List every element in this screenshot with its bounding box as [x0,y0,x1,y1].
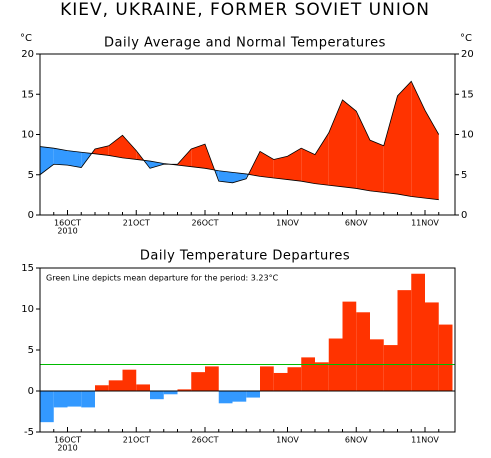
difference-fill [287,148,302,182]
y-tick-label: 5 [28,170,34,181]
y-axis-label: °C [20,33,32,44]
bar [342,301,357,391]
difference-fill [40,146,54,175]
difference-fill [67,150,82,168]
difference-fill [191,144,205,169]
bar [397,290,412,391]
y-tick-label: 0 [28,386,34,397]
x-tick-label: 26OCT [192,219,219,228]
x-tick-label: 6NOV [345,219,368,228]
bar [438,324,453,391]
bar [383,345,398,391]
annotation: Green Line depicts mean departure for th… [46,274,279,283]
bar [246,391,260,398]
difference-fill [383,95,398,195]
difference-fill [342,99,357,189]
x-tick-label: 1NOV [276,219,299,228]
x-tick-label: 26OCT [192,436,219,445]
y2-tick-label: 5 [461,170,467,181]
difference-fill [301,148,315,184]
bar [53,391,68,408]
difference-fill [53,148,68,166]
x-tick-label: 21OCT [123,219,150,228]
bar [122,369,137,391]
bar [163,391,178,395]
difference-fill [411,81,425,199]
plot-frame [39,53,456,216]
y-tick-label: 10 [21,130,34,141]
chart-title: KIEV, UKRAINE, FORMER SOVIET UNION [60,0,430,20]
year-label: 2010 [57,444,77,453]
y2-tick-label: 10 [461,130,474,141]
bar [260,366,274,391]
x-tick-label: 6NOV [345,436,368,445]
bar [425,302,439,391]
plot-frame [39,267,456,433]
subtitle: Daily Average and Normal Temperatures [104,36,386,51]
difference-fill [328,99,343,187]
bar [411,273,425,391]
y-tick-label: 0 [28,210,34,221]
difference-fill [425,110,439,200]
bar [108,380,123,391]
difference-fill [218,170,233,183]
difference-fill [177,148,192,167]
difference-fill [95,145,109,156]
y-tick-label: -5 [24,427,34,438]
bar [95,385,109,391]
series-line [39,80,440,184]
bar [356,312,370,391]
x-tick-label: 16OCT [54,436,81,445]
x-tick-label: 21OCT [123,436,150,445]
y-tick-label: 20 [21,49,34,60]
difference-fill [273,156,288,180]
bar [40,391,54,423]
year-label: 2010 [57,227,77,236]
y-tick-label: 10 [21,304,34,315]
difference-fill [370,140,384,193]
bar [177,389,192,391]
x-tick-label: 11NOV [411,436,439,445]
y-tick-label: 5 [28,345,34,356]
bar [136,384,150,391]
y2-tick-label: 20 [461,49,474,60]
y-tick-label: 15 [21,263,34,274]
difference-fill [260,151,274,178]
bar [315,362,329,391]
bar [67,391,82,407]
bar [273,372,288,391]
x-tick-label: 11NOV [411,219,439,228]
x-tick-label: 16OCT [54,219,81,228]
bar [150,391,164,400]
difference-fill [108,135,123,158]
bar [301,357,315,391]
difference-fill [397,81,412,197]
bar [370,339,384,391]
x-tick-label: 1NOV [276,436,299,445]
bar [81,391,95,408]
series-line [39,146,439,201]
bar [232,391,247,402]
y2-axis-label: °C [460,33,472,44]
difference-fill [122,135,137,160]
y-tick-label: 15 [21,89,34,100]
bar [205,366,219,391]
difference-fill [356,111,370,191]
bar [218,391,233,404]
difference-fill [315,132,329,186]
difference-fill [232,172,247,183]
bar [287,367,302,391]
y2-tick-label: 15 [461,89,474,100]
y2-tick-label: 0 [461,210,467,221]
bar [191,372,205,391]
subtitle: Daily Temperature Departures [140,249,350,264]
